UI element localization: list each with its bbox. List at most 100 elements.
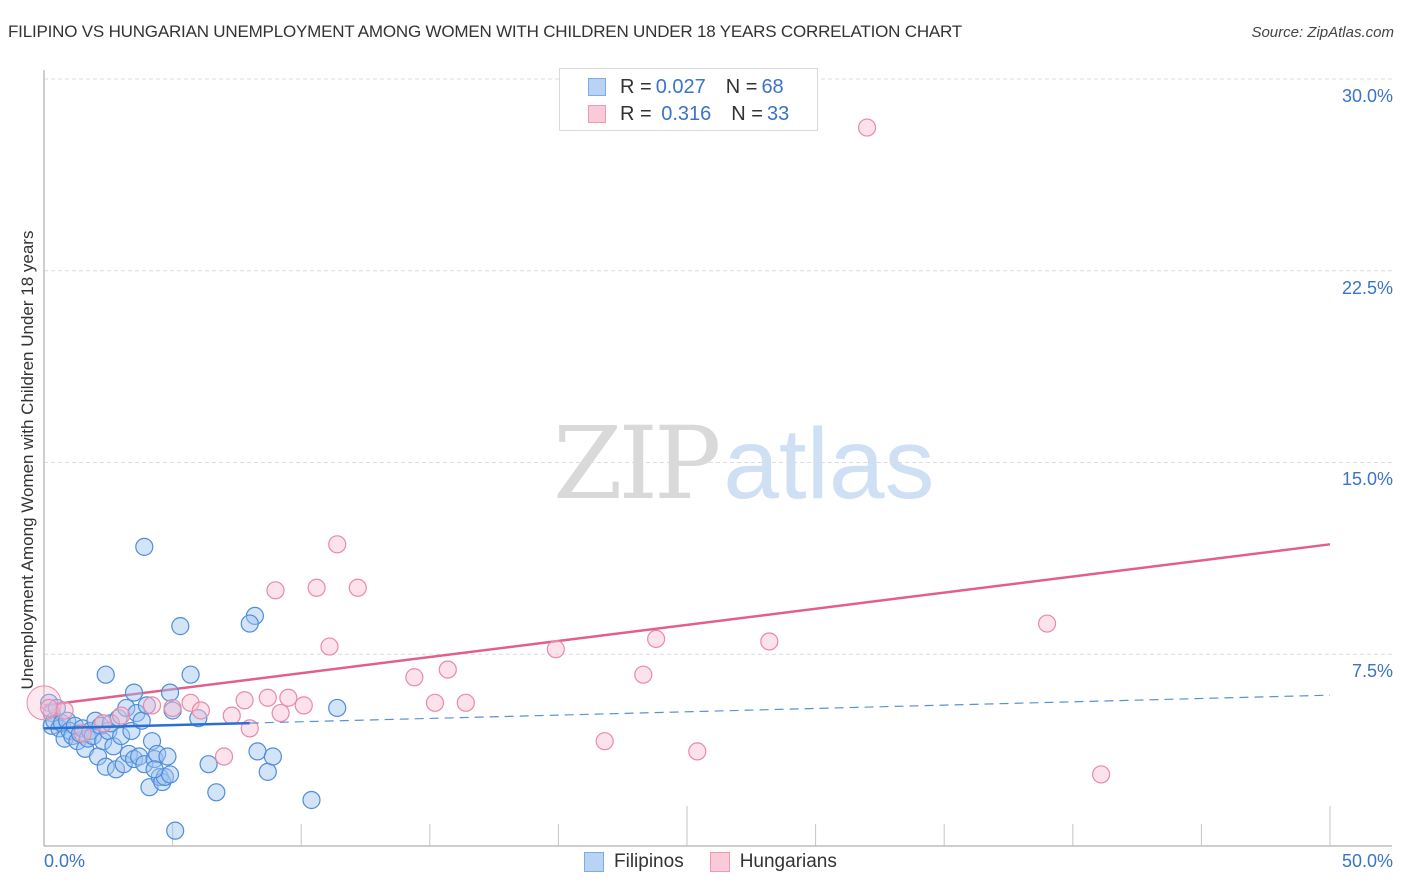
watermark: ZIPatlas: [553, 405, 935, 522]
hungarian-point: [55, 701, 74, 720]
gridlines: [44, 78, 1392, 655]
legend-row-filipinos: R = 0.027 N = 68: [588, 75, 784, 99]
hungarian-point: [405, 668, 424, 687]
n-value: 33: [766, 102, 790, 125]
hungarian-point: [294, 696, 313, 715]
hungarian-point: [279, 688, 298, 707]
r-value: 0.027: [655, 75, 706, 98]
r-value: 0.316: [655, 102, 712, 125]
n-value: 68: [761, 75, 784, 98]
y-tick-30: 30.0%: [1341, 86, 1393, 106]
filipino-point: [135, 537, 154, 556]
filipinos-swatch-icon: [588, 78, 606, 96]
filipino-points: [40, 537, 347, 840]
hungarian-point: [456, 693, 475, 712]
hungarian-point: [266, 581, 285, 600]
filipino-point: [96, 665, 115, 684]
hungarian-point: [320, 637, 339, 656]
hungarian-point: [688, 742, 707, 761]
hungarian-point: [94, 714, 113, 733]
y-axis-label: Unemployment Among Women with Children U…: [18, 230, 37, 690]
filipino-point: [263, 747, 283, 766]
hungarian-point: [307, 578, 326, 597]
hungarian-point: [258, 688, 277, 707]
hungarian-point: [181, 693, 200, 712]
hungarian-point: [191, 701, 210, 720]
filipino-point: [137, 696, 156, 715]
filipino-point: [158, 747, 177, 766]
filipino-point: [258, 762, 277, 781]
hungarian-point: [73, 724, 92, 743]
filipino-point: [135, 755, 154, 774]
hungarians-swatch-icon: [709, 852, 730, 872]
filipino-point: [207, 783, 226, 802]
filipino-point: [171, 617, 190, 636]
filipino-point: [124, 683, 144, 702]
hungarian-point: [214, 747, 234, 766]
hungarian-point: [634, 665, 653, 684]
filipino-point: [181, 665, 200, 684]
hungarian-point: [112, 706, 131, 725]
legend-label: Hungarians: [739, 851, 837, 872]
r-label: R =: [620, 75, 652, 98]
filipino-point: [166, 821, 185, 840]
hungarian-point: [271, 703, 290, 723]
filipinos-swatch-icon: [584, 852, 604, 872]
legend-label: Filipinos: [614, 851, 684, 872]
filipino-point: [145, 760, 164, 779]
filipino-point: [248, 742, 267, 761]
chart-title: FILIPINO VS HUNGARIAN UNEMPLOYMENT AMONG…: [8, 22, 962, 41]
filipino-trend-dashed: [249, 694, 1331, 724]
hungarian-point: [760, 632, 779, 651]
hungarian-point: [235, 691, 254, 710]
n-label: N =: [731, 102, 763, 125]
y-tick-15: 15.0%: [1341, 469, 1393, 489]
filipino-point: [302, 790, 321, 810]
n-label: N =: [725, 75, 758, 98]
hungarian-point: [348, 578, 367, 597]
x-tick-0: 0.0%: [44, 851, 86, 871]
hungarian-trend-line: [43, 543, 1331, 707]
filipino-point: [114, 755, 133, 774]
watermark-zip: ZIP: [553, 405, 721, 522]
x-tick-50: 50.0%: [1341, 851, 1393, 871]
hungarian-point: [857, 118, 877, 137]
legend-row-hungarians: R = 0.316 N = 33: [588, 102, 789, 126]
hungarian-trendline: [43, 543, 1331, 707]
legend-item-filipinos[interactable]: Filipinos: [584, 851, 684, 873]
y-tick-7-5: 7.5%: [1351, 661, 1393, 681]
filipino-point: [160, 765, 180, 784]
filipino-point: [199, 755, 218, 774]
filipino-point: [124, 749, 144, 769]
hungarian-point: [40, 698, 59, 718]
hungarian-point: [647, 629, 666, 649]
hungarian-point: [595, 732, 614, 751]
hungarian-point: [1037, 614, 1057, 633]
series-legend: Filipinos Hungarians: [584, 851, 863, 873]
legend-item-hungarians[interactable]: Hungarians: [709, 851, 837, 873]
hungarian-point: [1091, 765, 1111, 784]
hungarian-point: [142, 696, 162, 715]
y-tick-22-5: 22.5%: [1341, 278, 1393, 298]
hungarian-points: [26, 118, 1111, 784]
filipino-point: [155, 767, 174, 787]
filipino-point: [240, 614, 259, 633]
hungarian-point: [438, 660, 457, 679]
r-label: R =: [620, 102, 652, 125]
filipino-trendline: [43, 694, 1331, 730]
hungarian-point: [222, 706, 241, 725]
filipino-point: [160, 683, 180, 702]
source-credit: Source: ZipAtlas.com: [1251, 24, 1394, 41]
hungarians-swatch-icon: [588, 105, 606, 123]
watermark-atlas: atlas: [723, 408, 935, 520]
hungarian-point: [425, 693, 445, 712]
filipino-point: [104, 737, 123, 756]
filipino-point: [328, 698, 347, 718]
hungarian-point: [328, 535, 347, 554]
filipino-point: [94, 732, 113, 751]
filipino-trend-solid: [43, 721, 250, 730]
hungarian-point: [163, 698, 182, 718]
hungarian-point: [546, 640, 565, 659]
correlation-legend: R = 0.027 N = 68 R = 0.316 N = 33: [559, 68, 818, 131]
